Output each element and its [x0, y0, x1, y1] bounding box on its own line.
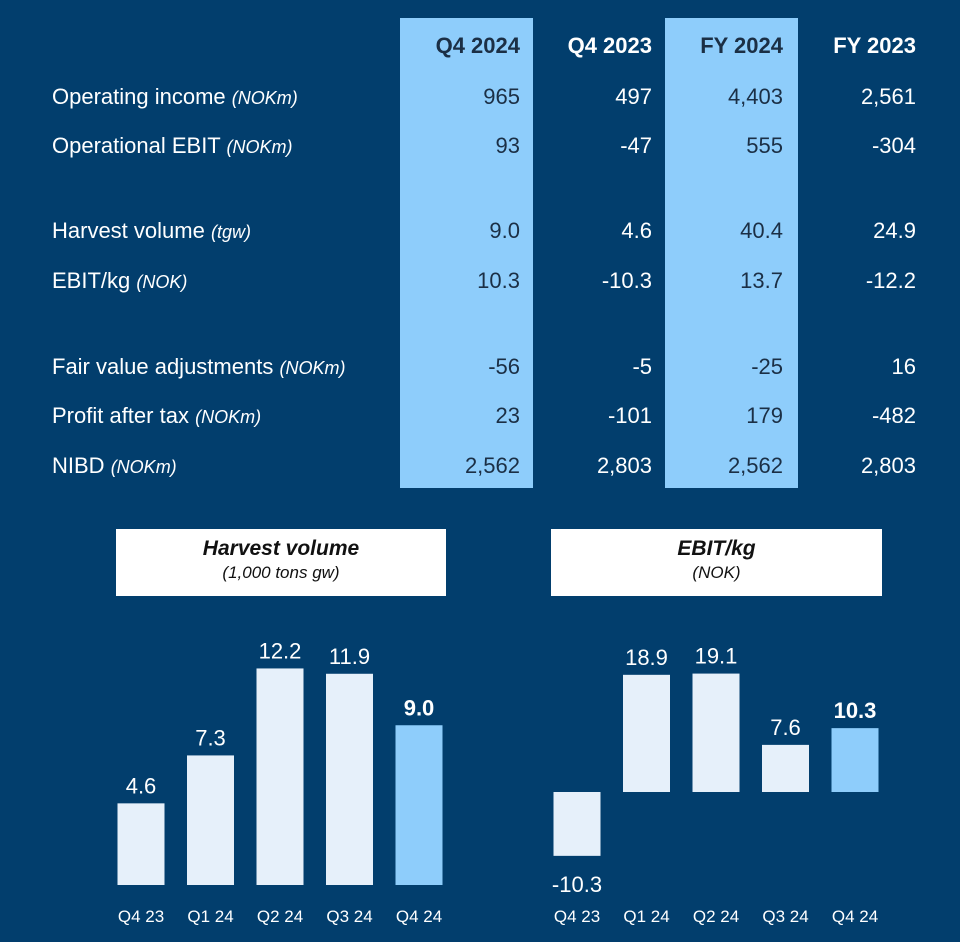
- table-cell: 497: [615, 84, 652, 109]
- bar: [326, 673, 373, 885]
- row-label-text: Fair value adjustments: [52, 354, 274, 379]
- data-label: 9.0: [404, 695, 435, 720]
- bar: [256, 668, 304, 885]
- row-label: EBIT/kg (NOK): [52, 268, 187, 295]
- table-cell: 2,561: [860, 84, 916, 109]
- row-label-text: EBIT/kg: [52, 268, 131, 293]
- chart-title-box-ebit: EBIT/kg (NOK): [551, 529, 882, 596]
- x-tick-label: Q2 24: [257, 907, 303, 926]
- table-cell: 4.6: [621, 218, 652, 243]
- table-cell: 10.3: [477, 268, 520, 293]
- data-label: 7.6: [770, 715, 801, 740]
- table-cell: 24.9: [873, 218, 916, 243]
- row-unit: (NOKm): [231, 88, 298, 108]
- x-tick-label: Q1 24: [623, 907, 669, 926]
- data-label: 4.6: [126, 773, 157, 798]
- chart-subtitle: (1,000 tons gw): [222, 563, 340, 582]
- row-unit: (NOKm): [279, 358, 346, 378]
- table-cell: -101: [607, 403, 652, 428]
- highlight-column-fy-2024: [665, 18, 798, 488]
- column-header: FY 2023: [833, 33, 916, 58]
- data-label: 18.9: [625, 645, 668, 670]
- data-label: 7.3: [195, 725, 226, 750]
- row-unit: (NOKm): [195, 407, 262, 427]
- table-cell: 13.7: [740, 268, 783, 293]
- table-cell: -25: [751, 354, 783, 379]
- table-cell: -56: [488, 354, 520, 379]
- table-cell: 40.4: [740, 218, 783, 243]
- bar: [553, 792, 601, 856]
- row-label: Harvest volume (tgw): [52, 218, 251, 245]
- table-cell: -482: [871, 403, 916, 428]
- row-label-text: Operational EBIT: [52, 133, 221, 158]
- row-unit: (tgw): [210, 222, 251, 242]
- table-cell: 2,562: [464, 453, 520, 478]
- x-tick-label: Q4 24: [396, 907, 442, 926]
- table-cell: -304: [871, 133, 916, 158]
- row-label-text: Profit after tax: [52, 403, 189, 428]
- data-label: 19.1: [695, 644, 738, 669]
- table-cell: 93: [495, 133, 520, 158]
- table-cell: 965: [483, 84, 520, 109]
- table-cell: 9.0: [489, 218, 520, 243]
- row-label: NIBD (NOKm): [52, 453, 177, 480]
- table-cell: 2,562: [727, 453, 783, 478]
- row-label-text: Operating income: [52, 84, 226, 109]
- row-unit: (NOKm): [110, 457, 177, 477]
- data-label: 12.2: [259, 638, 302, 663]
- x-tick-label: Q3 24: [762, 907, 808, 926]
- x-tick-label: Q3 24: [326, 907, 372, 926]
- column-header: FY 2024: [700, 33, 783, 58]
- chart-title-box-harvest: Harvest volume (1,000 tons gw): [116, 529, 446, 596]
- table-cell: 23: [495, 403, 520, 428]
- table-cell: -5: [632, 354, 652, 379]
- data-label: -10.3: [552, 872, 602, 897]
- bar: [692, 673, 740, 792]
- table-cell: -10.3: [601, 268, 652, 293]
- row-label: Profit after tax (NOKm): [52, 403, 261, 430]
- chart-title: EBIT/kg: [677, 537, 756, 560]
- highlight-column-q4-2024: [400, 18, 533, 488]
- bar: [187, 755, 234, 885]
- row-label: Operational EBIT (NOKm): [52, 133, 292, 160]
- row-label-text: NIBD: [52, 453, 105, 478]
- bar: [831, 728, 879, 792]
- table-cell: 16: [891, 354, 916, 379]
- chart-subtitle: (NOK): [692, 563, 741, 582]
- table-cell: 4,403: [727, 84, 783, 109]
- table-cell: 555: [746, 133, 783, 158]
- chart-title: Harvest volume: [202, 537, 360, 560]
- bar: [117, 803, 165, 885]
- table-cell: -12.2: [865, 268, 916, 293]
- bar: [762, 744, 809, 792]
- x-tick-label: Q4 23: [554, 907, 600, 926]
- column-header: Q4 2023: [567, 33, 652, 58]
- bar: [395, 725, 443, 885]
- column-header: Q4 2024: [435, 33, 520, 58]
- row-label: Operating income (NOKm): [52, 84, 298, 111]
- row-label: Fair value adjustments (NOKm): [52, 354, 345, 381]
- table-cell: 179: [746, 403, 783, 428]
- row-label-text: Harvest volume: [52, 218, 205, 243]
- data-label: 11.9: [329, 644, 370, 669]
- x-tick-label: Q1 24: [187, 907, 233, 926]
- data-label: 10.3: [834, 698, 877, 723]
- x-tick-label: Q4 24: [832, 907, 878, 926]
- row-unit: (NOK): [136, 272, 188, 292]
- table-cell: 2,803: [860, 453, 916, 478]
- bar: [623, 674, 670, 792]
- x-tick-label: Q2 24: [693, 907, 739, 926]
- row-unit: (NOKm): [226, 137, 293, 157]
- x-tick-label: Q4 23: [118, 907, 164, 926]
- table-cell: 2,803: [596, 453, 652, 478]
- table-cell: -47: [620, 133, 652, 158]
